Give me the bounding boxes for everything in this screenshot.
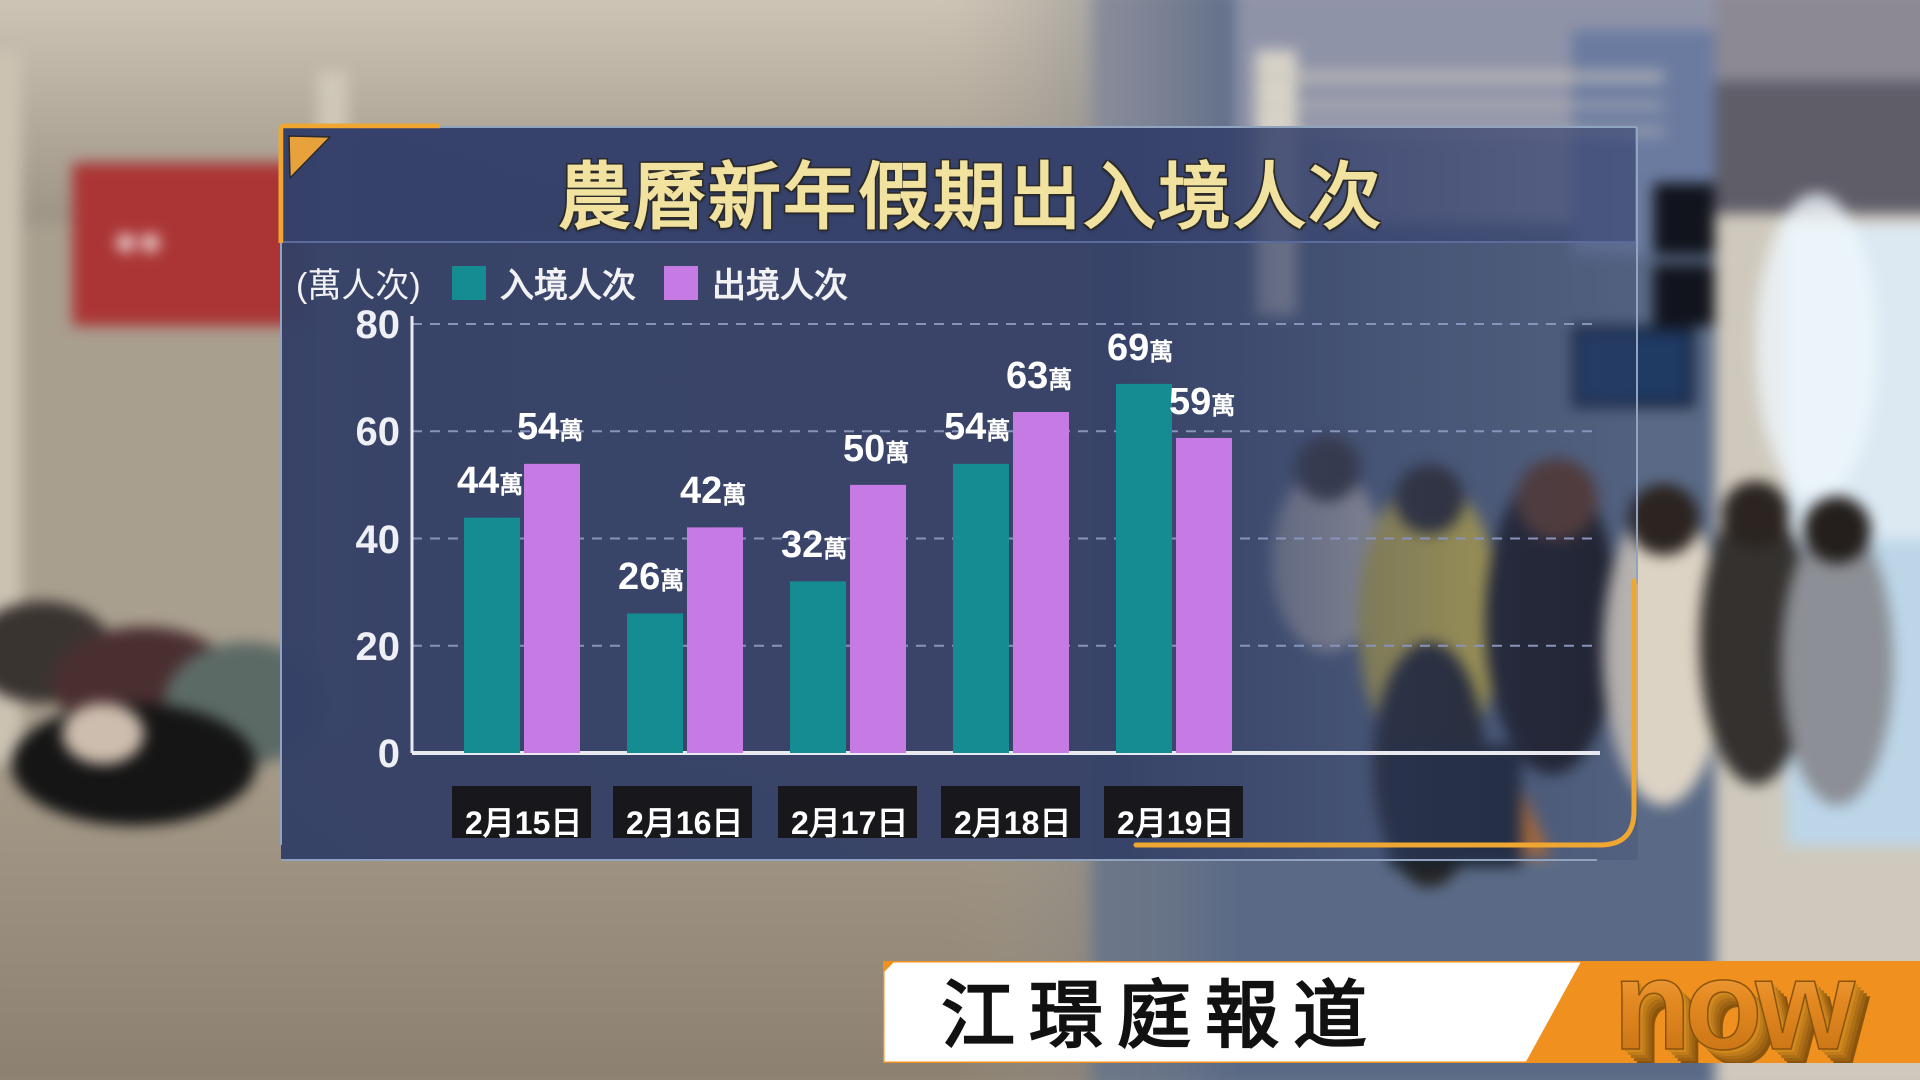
svg-text:江璟庭報道: 江璟庭報道: [941, 974, 1381, 1057]
svg-text:now: now: [1613, 961, 1855, 1063]
